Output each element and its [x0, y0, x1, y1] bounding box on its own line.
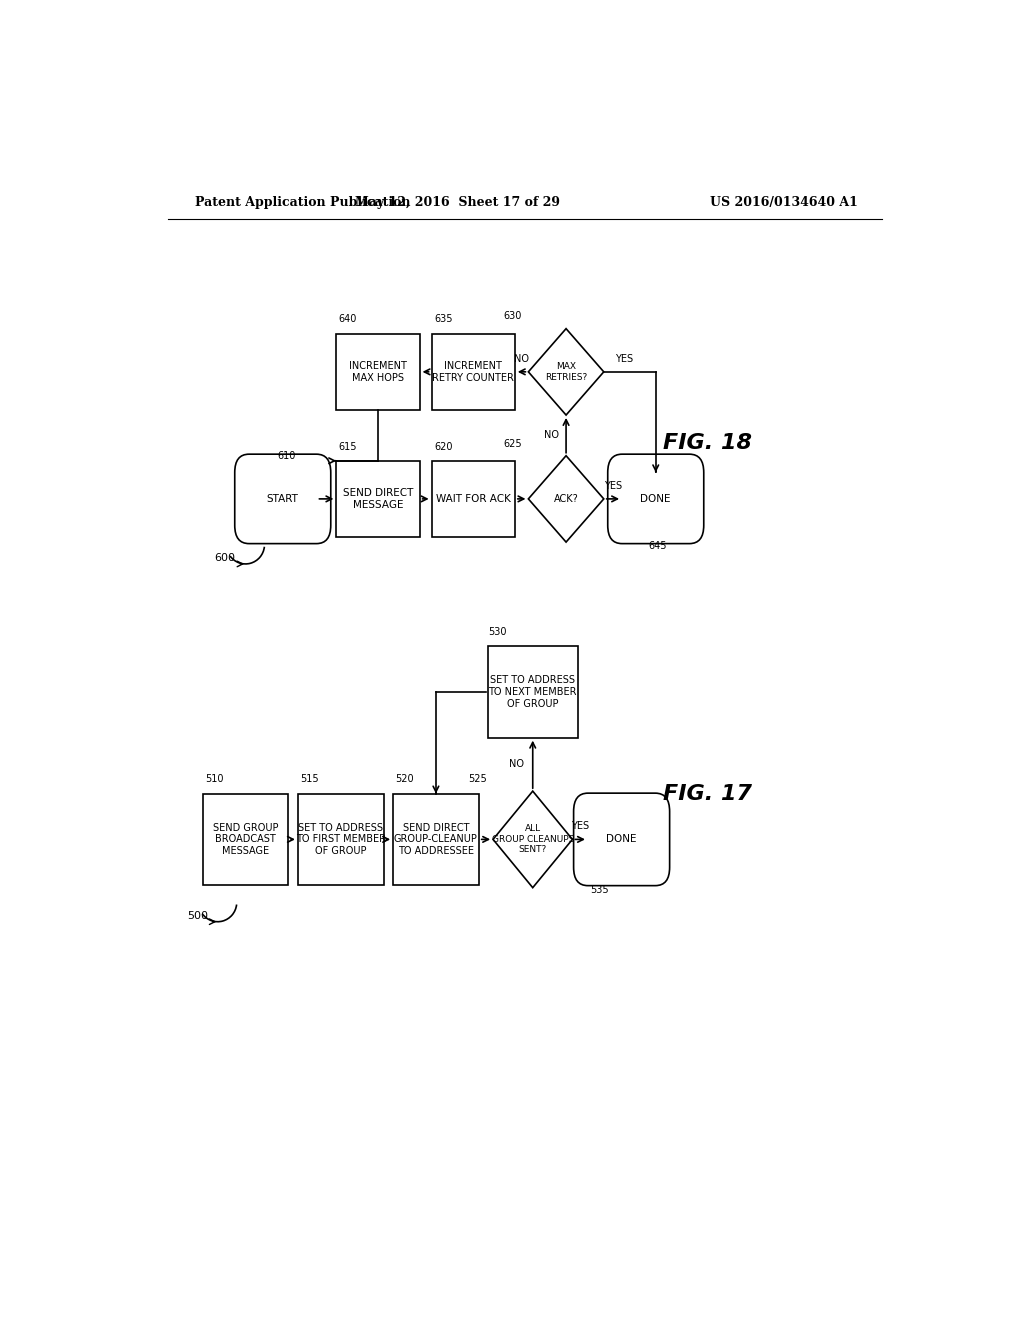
Text: DONE: DONE [640, 494, 671, 504]
FancyBboxPatch shape [298, 793, 384, 886]
Text: 620: 620 [434, 442, 453, 451]
Text: NO: NO [514, 354, 529, 363]
Polygon shape [528, 455, 604, 543]
Text: 520: 520 [395, 775, 414, 784]
Text: SEND GROUP
BROADCAST
MESSAGE: SEND GROUP BROADCAST MESSAGE [213, 822, 279, 855]
Text: YES: YES [571, 821, 589, 832]
Text: May 12, 2016  Sheet 17 of 29: May 12, 2016 Sheet 17 of 29 [355, 195, 560, 209]
FancyBboxPatch shape [336, 334, 420, 411]
FancyBboxPatch shape [234, 454, 331, 544]
Text: 615: 615 [339, 442, 357, 451]
Polygon shape [528, 329, 604, 414]
FancyBboxPatch shape [393, 793, 479, 886]
Text: SET TO ADDRESS
TO NEXT MEMBER
OF GROUP: SET TO ADDRESS TO NEXT MEMBER OF GROUP [488, 676, 577, 709]
Text: WAIT FOR ACK: WAIT FOR ACK [436, 494, 511, 504]
FancyBboxPatch shape [336, 461, 420, 537]
Text: 645: 645 [648, 541, 667, 550]
Text: 610: 610 [278, 451, 296, 461]
Text: INCREMENT
MAX HOPS: INCREMENT MAX HOPS [349, 362, 407, 383]
Text: 535: 535 [590, 884, 609, 895]
FancyBboxPatch shape [573, 793, 670, 886]
Text: YES: YES [614, 354, 633, 363]
FancyBboxPatch shape [431, 334, 515, 411]
Text: 630: 630 [504, 312, 522, 322]
Text: 640: 640 [339, 314, 357, 325]
Text: ACK?: ACK? [554, 494, 579, 504]
Text: 525: 525 [468, 774, 486, 784]
FancyBboxPatch shape [487, 647, 578, 738]
Text: 600: 600 [214, 553, 236, 562]
Text: NO: NO [509, 759, 524, 770]
Text: FIG. 18: FIG. 18 [663, 433, 752, 453]
FancyBboxPatch shape [203, 793, 289, 886]
Text: SEND DIRECT
MESSAGE: SEND DIRECT MESSAGE [343, 488, 413, 510]
Text: YES: YES [604, 480, 622, 491]
Text: 515: 515 [300, 775, 318, 784]
Text: Patent Application Publication: Patent Application Publication [196, 195, 411, 209]
Text: SEND DIRECT
GROUP-CLEANUP
TO ADDRESSEE: SEND DIRECT GROUP-CLEANUP TO ADDRESSEE [394, 822, 478, 855]
Polygon shape [494, 791, 572, 887]
Text: MAX
RETRIES?: MAX RETRIES? [545, 362, 587, 381]
Text: US 2016/0134640 A1: US 2016/0134640 A1 [711, 195, 858, 209]
Text: 530: 530 [488, 627, 507, 638]
Text: 510: 510 [205, 775, 223, 784]
Text: ALL
GROUP CLEANUPS
SENT?: ALL GROUP CLEANUPS SENT? [492, 825, 573, 854]
Text: INCREMENT
RETRY COUNTER: INCREMENT RETRY COUNTER [432, 362, 514, 383]
Text: 625: 625 [504, 438, 522, 449]
Text: 500: 500 [187, 911, 208, 920]
Text: START: START [267, 494, 299, 504]
Text: DONE: DONE [606, 834, 637, 845]
FancyBboxPatch shape [431, 461, 515, 537]
Text: 635: 635 [434, 314, 453, 325]
Text: FIG. 17: FIG. 17 [663, 784, 752, 804]
FancyBboxPatch shape [607, 454, 703, 544]
Text: NO: NO [545, 430, 559, 441]
Text: SET TO ADDRESS
TO FIRST MEMBER
OF GROUP: SET TO ADDRESS TO FIRST MEMBER OF GROUP [296, 822, 386, 855]
